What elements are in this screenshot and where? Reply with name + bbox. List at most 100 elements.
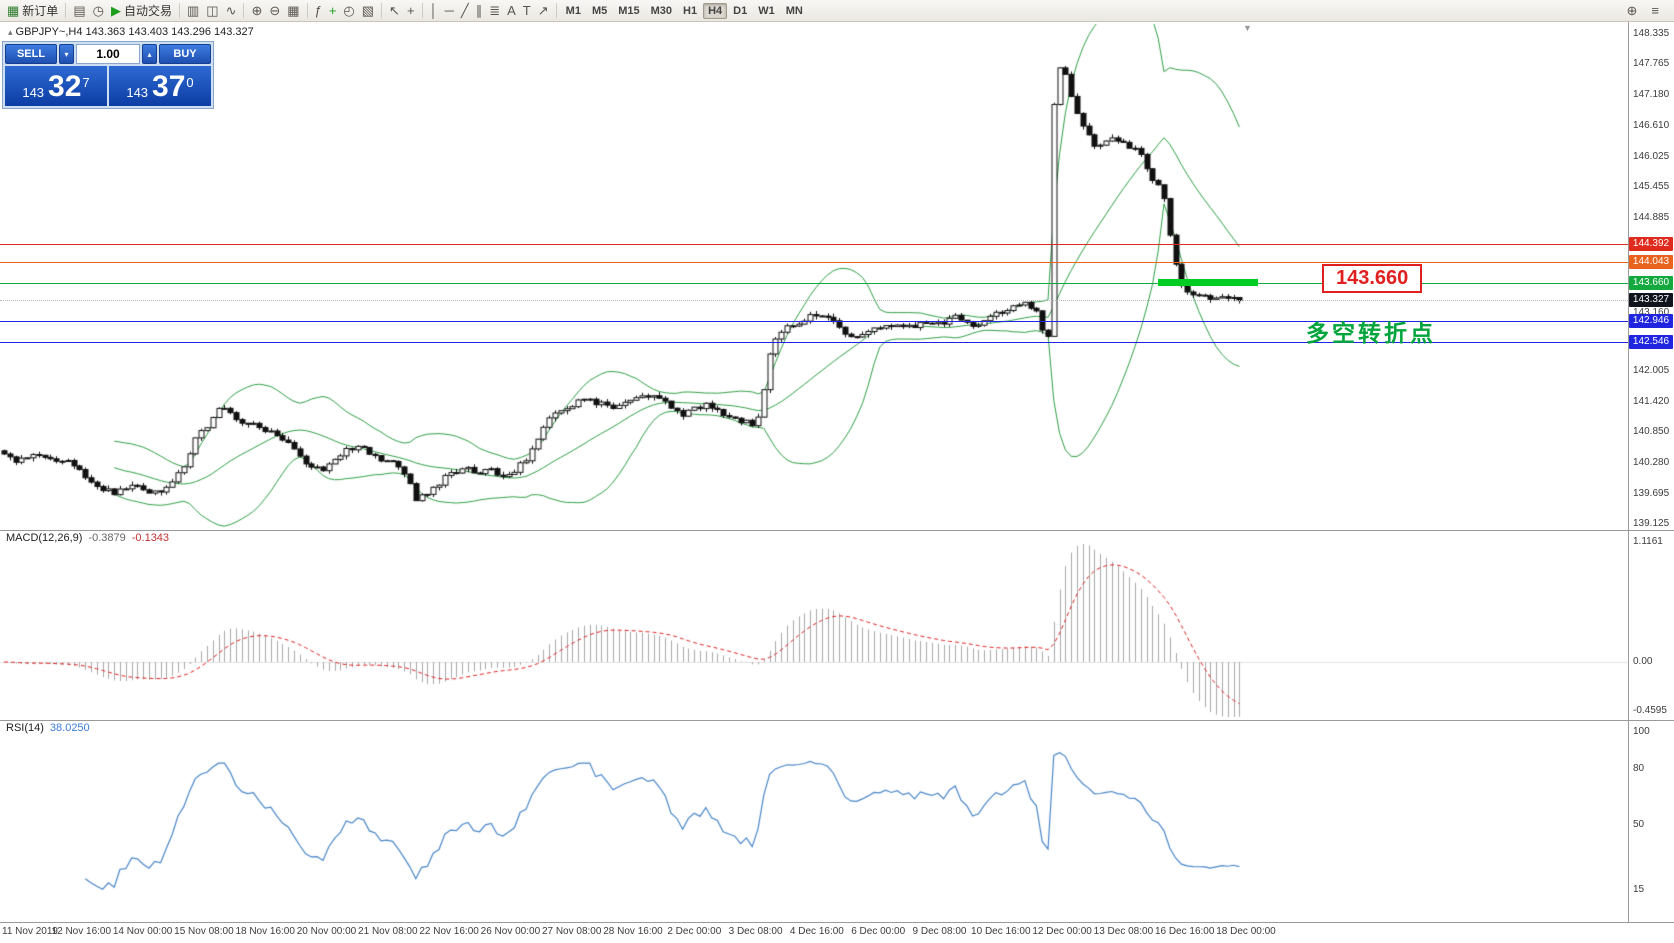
cursor-icon: ↖ xyxy=(389,3,400,18)
timeframe-m30-button[interactable]: M30 xyxy=(650,4,673,17)
buy-button[interactable]: BUY xyxy=(159,44,211,64)
price-axis-separator xyxy=(1628,22,1629,922)
line-chart-icon: ∿ xyxy=(225,3,237,18)
timeframe-d1-button[interactable]: D1 xyxy=(733,4,748,17)
equidistant-channel-icon: ∥ xyxy=(475,3,483,18)
zoom-out-icon[interactable]: ⊖ xyxy=(266,3,283,18)
arrows-icon[interactable]: ↗ xyxy=(535,3,552,18)
templates-icon[interactable]: ▧ xyxy=(359,3,377,18)
macd-value: -0.3879 xyxy=(88,532,126,544)
main-macd-separator[interactable] xyxy=(0,530,1674,531)
candlestick-chart-icon[interactable]: ◫ xyxy=(203,3,221,18)
periods-icon: ◴ xyxy=(343,3,355,18)
sell-price-prefix: 143 xyxy=(22,84,45,100)
autotrading-icon: ▶ xyxy=(110,3,121,18)
autotrading-label: 自动交易 xyxy=(123,4,172,18)
cursor-icon[interactable]: ↖ xyxy=(386,3,403,18)
line-chart-icon[interactable]: ∿ xyxy=(223,3,240,18)
chart-shift-marker-icon[interactable]: ▼ xyxy=(1243,23,1252,33)
timeframe-h4-button[interactable]: H4 xyxy=(703,2,728,19)
volume-up-button[interactable]: ▴ xyxy=(142,44,157,64)
macd-name: MACD(12,26,9) xyxy=(6,532,83,544)
timeframe-mn-button[interactable]: MN xyxy=(785,4,803,17)
autotrading-button[interactable]: ▶ 自动交易 xyxy=(108,1,175,20)
add-indicator-icon: + xyxy=(328,3,337,18)
timeframe-m1-button[interactable]: M1 xyxy=(565,4,581,17)
sell-button[interactable]: SELL xyxy=(5,44,57,64)
zoom-in-icon: ⊕ xyxy=(251,3,263,18)
add-indicator-icon[interactable]: + xyxy=(326,3,340,18)
macd-signal-value: -0.1343 xyxy=(131,532,170,544)
strategy-tester-icon[interactable]: ◷ xyxy=(90,3,107,18)
rsi-indicator-label: RSI(14) 38.0250 xyxy=(6,722,90,734)
bar-chart-icon: ▥ xyxy=(186,3,200,18)
macd-indicator-label: MACD(12,26,9) -0.3879 -0.1343 xyxy=(6,532,169,544)
equidistant-channel-icon[interactable]: ∥ xyxy=(473,3,486,18)
tile-windows-icon: ▦ xyxy=(287,3,300,18)
fibonacci-icon[interactable]: ≣ xyxy=(486,3,503,18)
crosshair-icon: + xyxy=(406,3,415,18)
chart-canvas[interactable] xyxy=(0,22,1674,943)
timeframe-h1-button[interactable]: H1 xyxy=(683,4,698,17)
new-order-label: 新订单 xyxy=(22,4,59,18)
new-order-icon: ▦ xyxy=(7,3,20,18)
bar-chart-icon[interactable]: ▥ xyxy=(184,3,202,18)
toolbar-separator xyxy=(306,3,308,18)
price-level-annotation[interactable]: 143.660 xyxy=(1322,264,1423,293)
new-order-button[interactable]: ▦ 新订单 xyxy=(4,1,61,20)
sell-price-pip: 7 xyxy=(82,75,90,90)
vertical-line-icon[interactable]: │ xyxy=(427,3,441,18)
trendline-icon: ╱ xyxy=(460,3,469,18)
horizontal-line-icon: ─ xyxy=(444,3,454,18)
timeframe-w1-button[interactable]: W1 xyxy=(758,4,775,17)
macd-rsi-separator[interactable] xyxy=(0,720,1674,721)
fibonacci-icon: ≣ xyxy=(489,3,501,18)
timeframe-m5-button[interactable]: M5 xyxy=(591,4,608,17)
toolbar-separator xyxy=(421,3,423,18)
symbol-ohlc-line: ▴ GBPJPY~,H4 143.363 143.403 143.296 143.… xyxy=(8,26,254,38)
profiles-icon[interactable]: ▤ xyxy=(70,3,88,18)
tile-windows-icon[interactable]: ▦ xyxy=(284,3,302,18)
turning-point-note[interactable]: 多空转折点 xyxy=(1306,320,1436,346)
zoom-in-icon[interactable]: ⊕ xyxy=(248,3,265,18)
symbol-marker-icon: ▴ xyxy=(8,27,13,37)
sell-price-big: 32 xyxy=(48,70,82,103)
menu-icon[interactable]: ≡ xyxy=(1651,3,1659,18)
trendline-icon[interactable]: ╱ xyxy=(458,3,472,18)
toolbar-right-group: ⊕ ≡ xyxy=(1624,3,1671,18)
periods-icon[interactable]: ◴ xyxy=(340,3,357,18)
profiles-icon: ▤ xyxy=(73,3,86,18)
sell-price-display[interactable]: 143 32 7 xyxy=(5,66,107,106)
time-axis-separator xyxy=(0,922,1674,923)
zoom-out-icon: ⊖ xyxy=(269,3,281,18)
toolbar-separator xyxy=(243,3,245,18)
buy-price-big: 37 xyxy=(152,70,186,103)
search-icon[interactable]: ⊕ xyxy=(1626,3,1638,18)
volume-down-button[interactable]: ▾ xyxy=(59,44,74,64)
buy-price-prefix: 143 xyxy=(126,84,149,100)
vertical-line-icon: │ xyxy=(429,3,438,18)
text-label-icon: T xyxy=(522,3,531,18)
text-icon: A xyxy=(507,3,516,18)
candlestick-chart-icon: ◫ xyxy=(206,3,219,18)
volume-input[interactable] xyxy=(76,44,140,64)
rsi-value: 38.0250 xyxy=(49,722,90,734)
indicators-icon[interactable]: ƒ xyxy=(312,3,325,18)
symbol-ohlc-text: GBPJPY~,H4 143.363 143.403 143.296 143.3… xyxy=(15,26,254,38)
toolbar-separator xyxy=(65,3,67,18)
timeframe-m15-button[interactable]: M15 xyxy=(618,4,640,17)
crosshair-icon[interactable]: + xyxy=(404,3,418,18)
text-label-icon[interactable]: T xyxy=(520,3,534,18)
horizontal-line-icon[interactable]: ─ xyxy=(442,3,457,18)
toolbar: ▦ 新订单 ▤ ◷ ▶ 自动交易 ▥ ◫ ∿ ⊕ ⊖ ▦ ƒ + ◴ ▧ ↖ + │ ─ ╱ ∥ ≣ A T ↗ M1 M5 M15 M3… xyxy=(0,0,1674,22)
templates-icon: ▧ xyxy=(361,3,375,18)
text-icon[interactable]: A xyxy=(504,3,519,18)
rsi-name: RSI(14) xyxy=(6,722,44,734)
toolbar-separator xyxy=(178,3,180,18)
indicators-icon: ƒ xyxy=(314,3,322,18)
toolbar-separator xyxy=(381,3,383,18)
buy-price-display[interactable]: 143 37 0 xyxy=(109,66,211,106)
strategy-tester-icon: ◷ xyxy=(92,3,104,18)
